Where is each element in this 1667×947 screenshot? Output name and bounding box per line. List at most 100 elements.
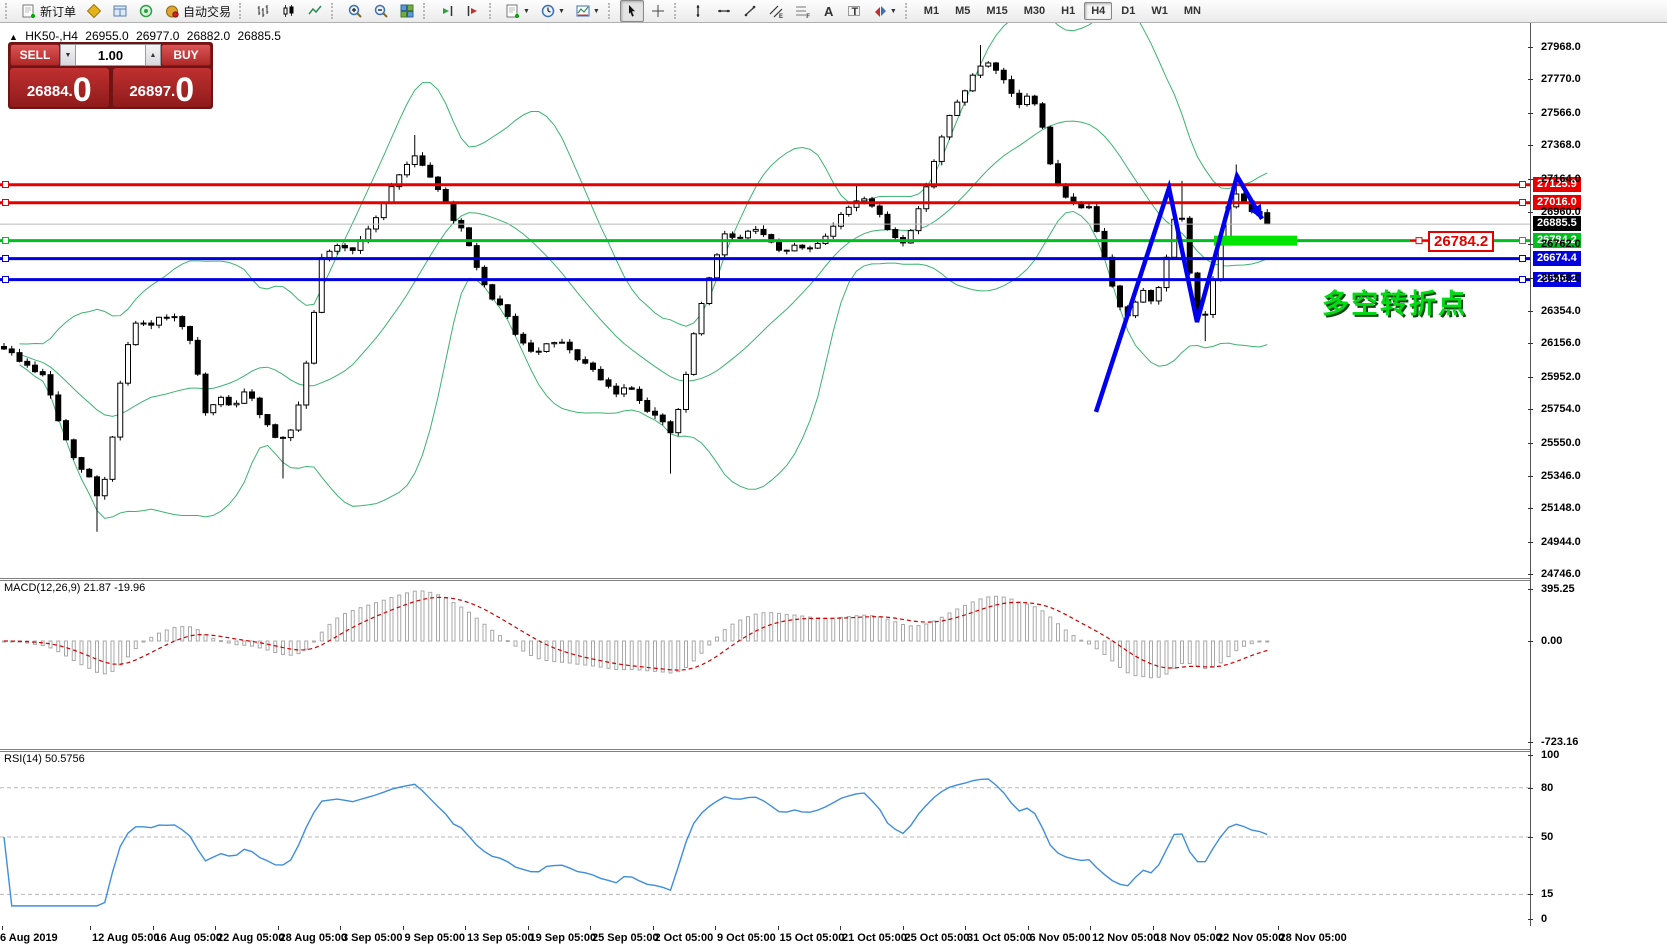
toolbar-grip[interactable] [489, 3, 496, 19]
chevron-down-icon[interactable]: ▼ [557, 7, 565, 15]
timeframe-mn[interactable]: MN [1183, 5, 1201, 17]
line-handle[interactable] [1519, 276, 1526, 284]
toolbar-button-shapes[interactable]: ▼ [868, 0, 901, 22]
timeframe-d1[interactable]: D1 [1121, 5, 1136, 17]
toolbar-button-auto-scroll[interactable] [435, 0, 459, 22]
candle-body [32, 364, 38, 373]
chart-area[interactable]: 27125.9 27016.0 26885.5 26784.2 26674.4 26546… [0, 23, 1667, 947]
price-callout-box[interactable]: 26784.2 [1428, 230, 1495, 252]
line-handle[interactable] [1519, 255, 1526, 263]
chevron-down-icon[interactable]: ▼ [592, 7, 600, 15]
macd-histogram-bar [234, 640, 239, 646]
bollinger-lower[interactable] [19, 210, 1268, 519]
timeframe-m15[interactable]: M15 [986, 5, 1008, 17]
toolbar-button-candlestick[interactable] [277, 0, 301, 22]
callout-anchor[interactable] [1415, 237, 1423, 245]
pane-separator[interactable] [0, 578, 1667, 579]
toolbar-button-cursor[interactable] [619, 0, 644, 22]
chart-canvas[interactable] [0, 23, 1530, 947]
toolbar-button-new-chart[interactable]: ▼ [501, 0, 534, 22]
toolbar-button-hline[interactable] [712, 0, 736, 22]
buy-price-tile[interactable]: 26897. 0 [112, 68, 211, 107]
line-handle[interactable] [2, 276, 9, 284]
macd-histogram-bar [1203, 640, 1208, 670]
axis-tick [1528, 589, 1533, 590]
time-tick [777, 926, 779, 930]
toolbar-button-autotrade[interactable]: 自动交易 [160, 0, 235, 22]
line-handle[interactable] [2, 237, 9, 245]
rsi-value: 50.5756 [44, 753, 85, 765]
axis-tick [1528, 178, 1533, 180]
toolbar-grip[interactable] [607, 3, 615, 19]
toolbar-button-zoom-out[interactable] [369, 0, 393, 22]
bollinger-middle[interactable] [19, 120, 1268, 417]
timeframe-w1[interactable]: W1 [1151, 5, 1168, 17]
volume-input[interactable] [76, 44, 145, 66]
volume-increase-button[interactable]: ▲ [145, 44, 161, 66]
turning-point-annotation[interactable]: 多空转折点 [1322, 289, 1467, 319]
candle-body [884, 213, 891, 231]
timeframe-m5[interactable]: M5 [955, 5, 971, 17]
line-handle[interactable] [1519, 237, 1526, 245]
toolbar-button-new-order[interactable]: 新订单 [17, 0, 80, 22]
candle-body [318, 257, 325, 313]
sell-button[interactable]: SELL [10, 44, 60, 66]
macd-histogram-bar [916, 625, 921, 642]
collapse-panel-icon[interactable]: ▲ [9, 32, 18, 42]
line-handle[interactable] [2, 199, 9, 207]
macd-histogram-bar [560, 640, 564, 663]
macd-histogram-bar [1079, 639, 1084, 642]
macd-histogram-bar [428, 591, 433, 642]
candle-body [745, 230, 751, 239]
toolbar-grip[interactable] [5, 3, 12, 19]
highlight-zone[interactable] [1214, 235, 1297, 246]
toolbar-button-bar-chart[interactable] [251, 0, 275, 22]
timeframe-m1[interactable]: M1 [923, 5, 940, 17]
timeframe-m30[interactable]: M30 [1023, 5, 1046, 17]
time-tick [1215, 926, 1216, 930]
buy-button[interactable]: BUY [161, 44, 211, 66]
toolbar-grip[interactable] [331, 3, 338, 19]
bollinger-upper[interactable] [19, 23, 1268, 345]
toolbar-button-vline[interactable] [686, 0, 710, 22]
toolbar-grip[interactable] [423, 3, 430, 19]
timeframe-h4[interactable]: H4 [1084, 2, 1113, 20]
toolbar-button-line-chart[interactable] [303, 0, 327, 22]
toolbar-button-marketwatch[interactable] [82, 0, 106, 22]
axis-tick [1528, 211, 1533, 213]
chevron-down-icon[interactable]: ▼ [889, 7, 897, 15]
data-window-icon [113, 5, 127, 17]
timeframe-h1[interactable]: H1 [1061, 5, 1076, 17]
toolbar-button-channel[interactable]: E [764, 0, 788, 22]
toolbar-button-chart-shift[interactable] [461, 0, 485, 22]
toolbar-grip[interactable] [673, 3, 681, 19]
toolbar-button-data-window[interactable] [108, 0, 132, 22]
toolbar-button-zoom-in[interactable] [343, 0, 367, 22]
chevron-down-icon[interactable]: ▼ [523, 7, 530, 15]
line-handle[interactable] [1519, 181, 1526, 189]
volume-decrease-button[interactable]: ▼ [60, 44, 76, 66]
toolbar-button-profiles-clock[interactable]: ▼ [536, 0, 569, 22]
toolbar-button-fibonacci[interactable]: F [790, 0, 814, 22]
svg-text:A: A [824, 4, 834, 19]
toolbar-button-navigator[interactable] [134, 0, 158, 22]
sell-price-tile[interactable]: 26884. 0 [10, 68, 109, 107]
toolbar-button-tile-windows[interactable] [395, 0, 419, 22]
pane-separator[interactable] [0, 749, 1667, 750]
time-axis[interactable]: 6 Aug 2019 12 Aug 05:00 16 Aug 05:00 22 Aug… [0, 926, 1667, 947]
toolbar-button-indicator-template[interactable]: ▼ [571, 0, 604, 22]
toolbar-button-crosshair[interactable] [646, 0, 670, 22]
line-handle[interactable] [1519, 199, 1526, 207]
line-handle[interactable] [2, 181, 9, 189]
macd-histogram-bar [1211, 640, 1215, 668]
toolbar-grip[interactable] [239, 3, 246, 19]
toolbar-button-trendline[interactable] [738, 0, 762, 22]
macd-histogram-bar [722, 629, 727, 642]
price-axis[interactable]: 27125.9 27016.0 26885.5 26784.2 26674.4 26546… [1528, 23, 1667, 947]
toolbar-button-text[interactable]: A [816, 0, 840, 22]
toolbar-button-label[interactable]: T [842, 0, 866, 22]
macd-histogram-bar [1056, 623, 1060, 642]
line-handle[interactable] [2, 255, 9, 263]
zigzag-arrow[interactable] [1093, 170, 1264, 413]
toolbar-grip[interactable] [904, 3, 912, 19]
